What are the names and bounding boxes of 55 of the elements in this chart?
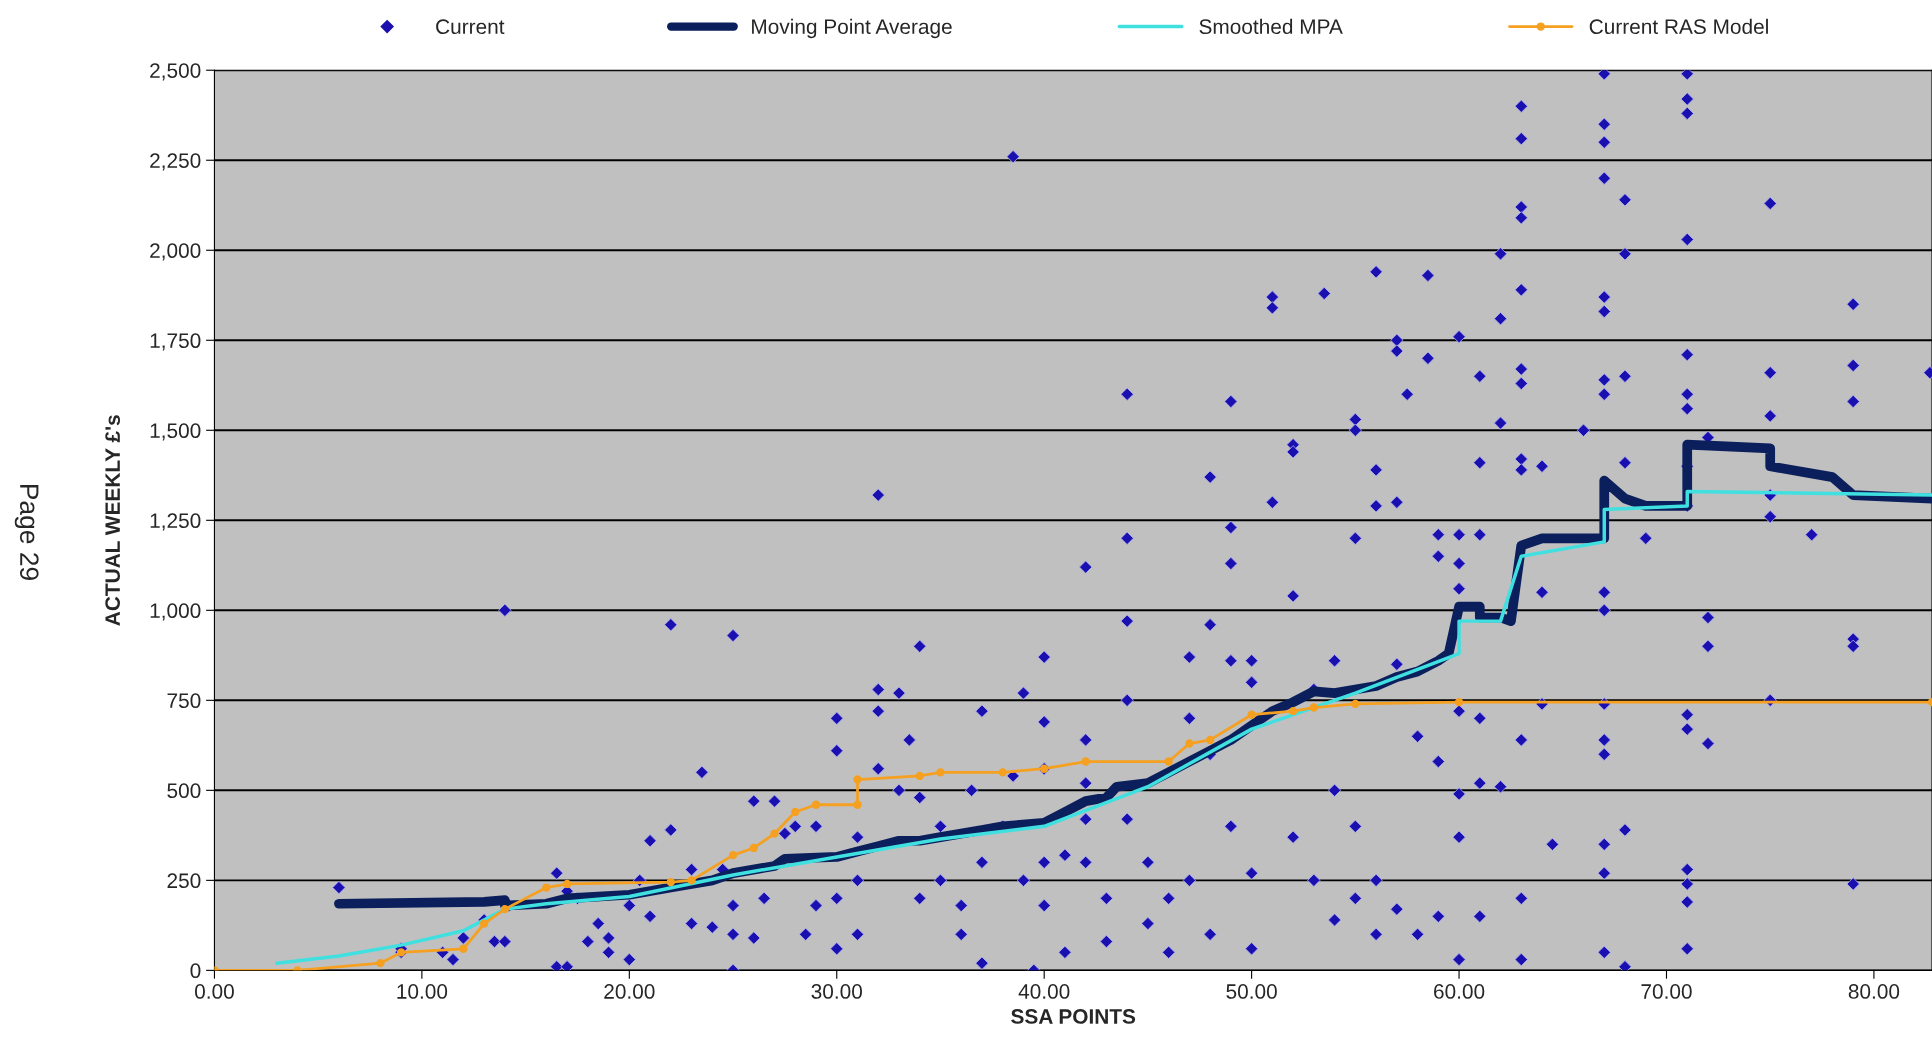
y-tick-label: 1,500 (150, 423, 201, 441)
point (853, 775, 862, 784)
x-axis-title: SSA POINTS (1011, 1009, 1136, 1024)
legend-label: Smoothed MPA (1199, 18, 1343, 35)
point (1454, 697, 1464, 707)
point (811, 800, 821, 809)
line-series (274, 489, 1932, 965)
point (1351, 699, 1360, 709)
legend-label: Current (436, 19, 505, 35)
point (728, 850, 738, 860)
point (1309, 703, 1319, 712)
y-tick-label: 500 (167, 783, 201, 799)
point (376, 958, 385, 968)
legend-label: Moving Point Average (752, 18, 952, 39)
point (1247, 710, 1256, 719)
point (1205, 735, 1215, 745)
y-tick-label: 1,750 (150, 333, 201, 351)
x-tick-label: 20.00 (604, 984, 655, 999)
point (500, 904, 510, 914)
y-tick-label: 250 (167, 873, 201, 889)
y-tick-label: 2,500 (150, 63, 201, 81)
point (770, 829, 779, 838)
x-tick-label: 30.00 (811, 984, 863, 999)
point (1288, 706, 1298, 716)
y-tick-label: 2,000 (150, 243, 201, 261)
point (791, 807, 800, 817)
point (687, 876, 696, 885)
point (666, 877, 675, 887)
y-tick-label: 2,250 (150, 153, 201, 171)
point (1164, 757, 1173, 766)
legend-label: Current RAS Model (1589, 18, 1768, 35)
point (1081, 757, 1090, 766)
x-tick-label: 80.00 (1848, 984, 1900, 999)
x-tick-label: 10.00 (397, 984, 448, 999)
point (915, 771, 924, 781)
point (1185, 739, 1194, 748)
y-tick-label: 1,000 (150, 603, 201, 621)
point (562, 879, 572, 889)
text: Page 29 (14, 485, 39, 580)
x-tick-label: 60.00 (1434, 984, 1485, 999)
x-tick-label: 0.00 (194, 984, 234, 999)
y-axis-title: ACTUAL WEEKLY £'s (105, 415, 121, 626)
y-tick-label: 750 (167, 693, 201, 709)
x-tick-label: 70.00 (1641, 984, 1692, 999)
y-tick-label: 1,250 (150, 513, 201, 531)
point (998, 768, 1007, 777)
x-tick-label: 50.00 (1226, 984, 1277, 999)
y-tick-label: 0 (190, 963, 201, 979)
point (853, 800, 862, 809)
point (459, 944, 468, 953)
point (542, 883, 551, 892)
point (479, 919, 489, 928)
x-tick-label: 40.00 (1018, 984, 1070, 999)
point (936, 768, 945, 777)
point (749, 843, 758, 853)
